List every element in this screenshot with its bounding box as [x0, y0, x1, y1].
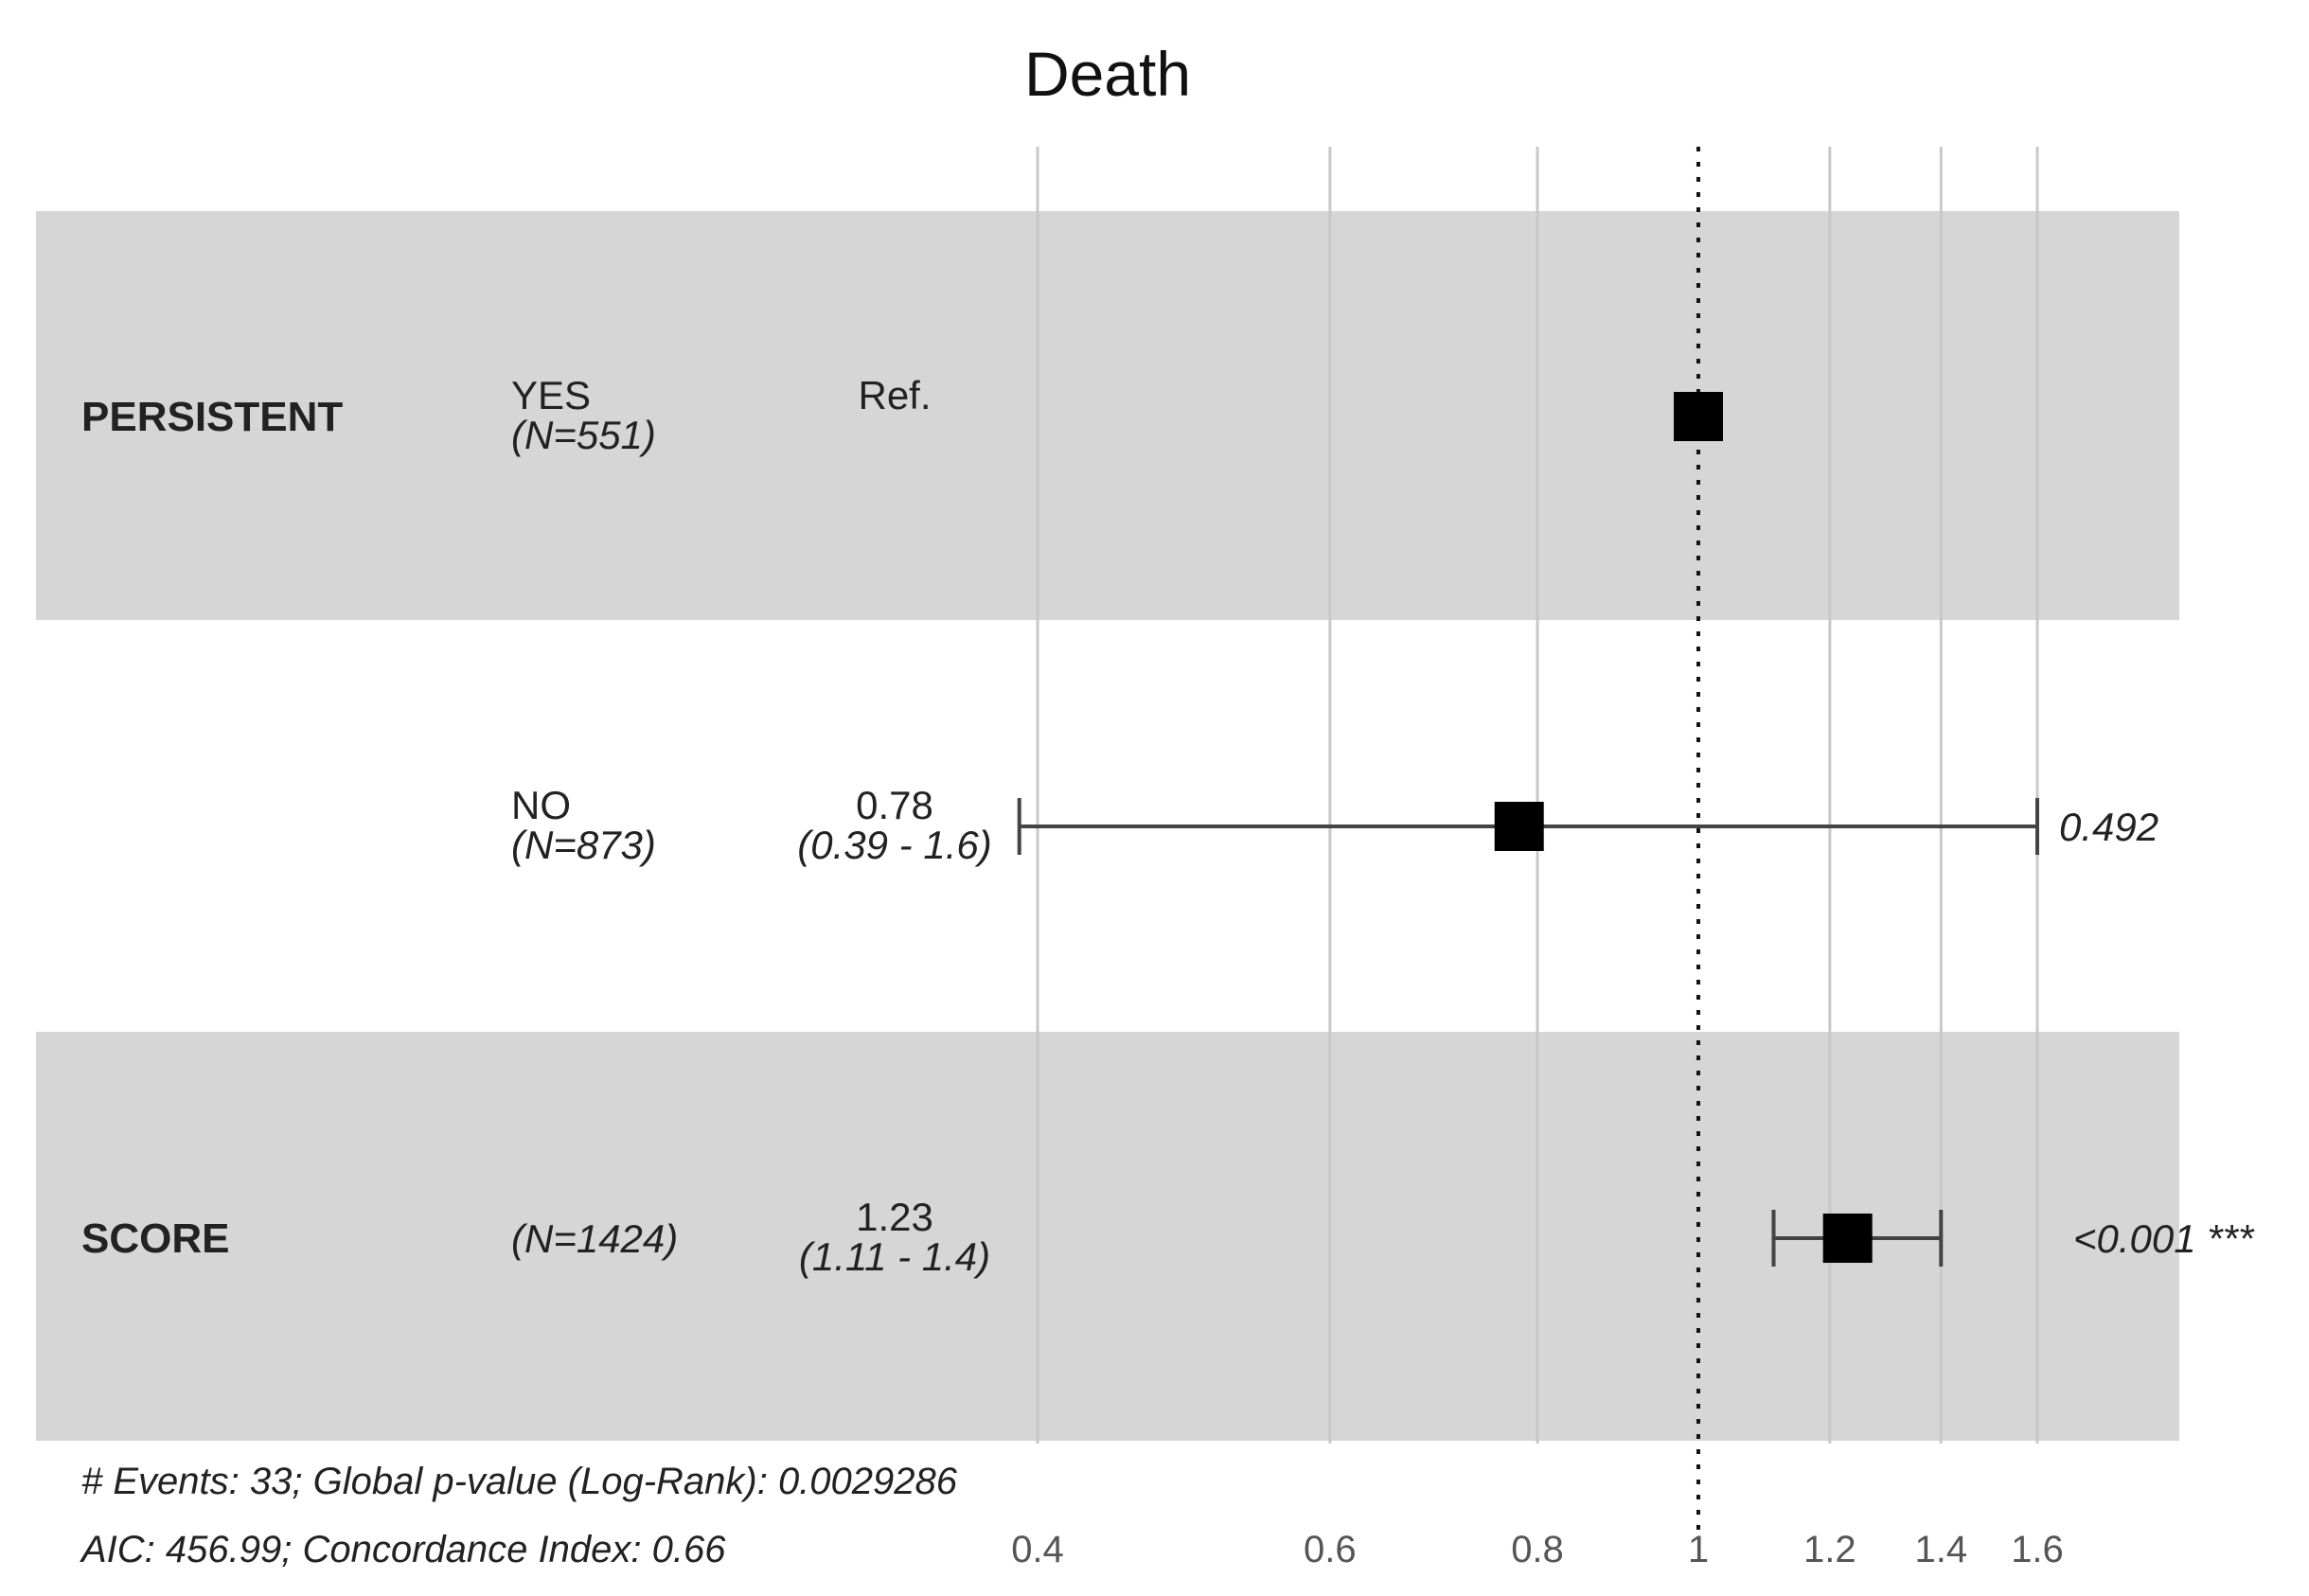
x-tick-label: 0.4 [1011, 1529, 1064, 1570]
x-tick-label: 1.6 [2011, 1529, 2064, 1570]
x-tick-label: 1 [1688, 1529, 1709, 1570]
n-label: (N=551) [511, 413, 656, 457]
hr-label: 1.23 [856, 1195, 933, 1239]
p-value-label: 0.492 [2059, 805, 2158, 849]
x-tick-label: 1.4 [1914, 1529, 1967, 1570]
ci-label: (1.11 - 1.4) [799, 1234, 990, 1279]
x-tick-label: 0.6 [1304, 1529, 1357, 1570]
chart-title: Death [1023, 39, 1192, 109]
ci-label: (0.39 - 1.6) [797, 823, 991, 867]
hr-label: 0.78 [856, 783, 933, 827]
level-label: NO [511, 783, 571, 827]
n-label: (N=1424) [511, 1216, 678, 1261]
level-label: YES [511, 373, 591, 417]
variable-label: SCORE [81, 1215, 229, 1262]
p-value-label: <0.001 *** [2073, 1216, 2255, 1261]
footnote-aic: AIC: 456.99; Concordance Index: 0.66 [80, 1529, 726, 1570]
estimate-point [1673, 392, 1723, 441]
n-label: (N=873) [511, 823, 656, 867]
row-band-0 [36, 211, 2179, 620]
footnote-events: # Events: 33; Global p-value (Log-Rank):… [81, 1461, 958, 1502]
hr-label: Ref. [858, 373, 931, 417]
estimate-point [1494, 802, 1544, 851]
x-tick-label: 0.8 [1511, 1529, 1564, 1570]
estimate-point [1822, 1214, 1873, 1263]
x-tick-label: 1.2 [1803, 1529, 1856, 1570]
variable-label: PERSISTENT [81, 394, 343, 440]
